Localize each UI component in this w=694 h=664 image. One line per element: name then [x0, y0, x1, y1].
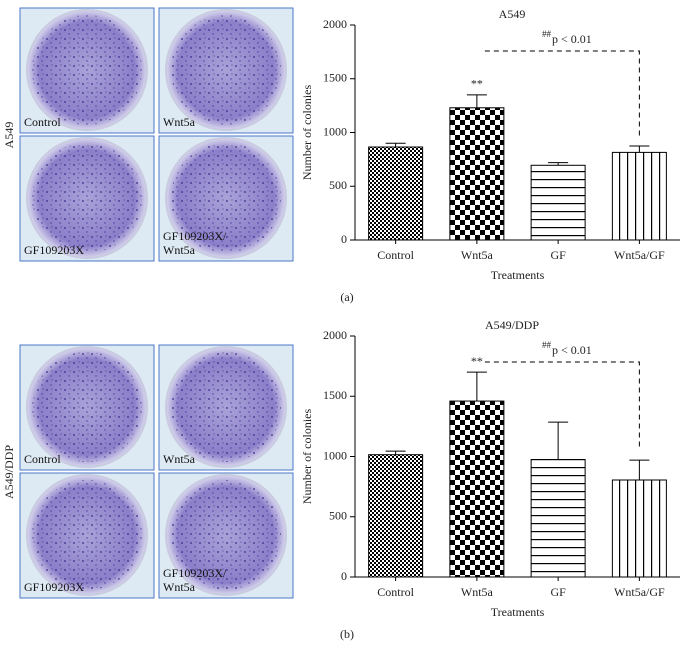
bar — [368, 454, 424, 578]
row-label: A549/DDP — [2, 445, 16, 499]
colonies — [171, 480, 281, 590]
error-bar — [629, 145, 650, 153]
bar — [368, 146, 424, 241]
photo: Wnt5a — [158, 7, 294, 134]
photo-label: Control — [24, 452, 61, 466]
bar — [449, 107, 505, 241]
colonies — [171, 352, 281, 462]
x-axis-label: Treatments — [491, 268, 545, 282]
photo: GF109203X — [19, 135, 155, 262]
colonies — [171, 15, 281, 125]
bar — [449, 400, 505, 578]
y-axis-label: Number of colonies — [300, 85, 314, 181]
y-tick-label: 500 — [329, 178, 347, 192]
photo: GF109203X — [19, 472, 155, 599]
error-bar — [548, 421, 569, 460]
caption: (b) — [340, 627, 354, 641]
photo-label: GF109203X/ — [163, 566, 227, 580]
comparison-bracket — [484, 361, 640, 451]
x-tick-label: Wnt5a/GF — [614, 248, 665, 262]
chart-title: A549 — [499, 7, 526, 21]
y-tick-label: 1500 — [323, 388, 347, 402]
error-bar — [385, 450, 406, 455]
x-tick-label: Control — [377, 248, 414, 262]
annotation: p < 0.01 — [552, 32, 592, 46]
bar — [611, 151, 667, 241]
x-tick-label: Wnt5a/GF — [614, 585, 665, 599]
chart-title: A549/DDP — [485, 318, 539, 332]
x-tick-label: Wnt5a — [461, 248, 494, 262]
colonies — [32, 480, 142, 590]
photo: Wnt5a — [158, 344, 294, 471]
error-bar — [466, 94, 487, 108]
colonies — [32, 352, 142, 462]
bar — [530, 459, 586, 578]
photo-label: GF109203X — [24, 580, 84, 594]
y-tick-label: 0 — [341, 232, 347, 246]
photo: Control — [19, 344, 155, 471]
x-tick-label: GF — [550, 585, 566, 599]
caption: (a) — [340, 290, 353, 304]
significance: ** — [471, 77, 483, 91]
bar — [611, 479, 667, 578]
y-axis-label: Number of colonies — [300, 409, 314, 505]
annotation: p < 0.01 — [552, 343, 592, 357]
photo-label: Wnt5a — [163, 115, 196, 129]
row-label: A549 — [2, 122, 16, 149]
y-tick-label: 1000 — [323, 124, 347, 138]
photo-label: GF109203X/ — [163, 229, 227, 243]
error-bar — [385, 142, 406, 148]
photo-label: GF109203X — [24, 243, 84, 257]
annotation-mark: ## — [542, 340, 552, 350]
y-tick-label: 1500 — [323, 71, 347, 85]
y-tick-label: 0 — [341, 569, 347, 583]
colonies — [32, 143, 142, 253]
photo-label: Wnt5a — [163, 452, 196, 466]
annotation-mark: ## — [542, 29, 552, 39]
colonies — [32, 15, 142, 125]
error-bar — [629, 459, 650, 480]
photo: Control — [19, 7, 155, 134]
photo-label: Wnt5a — [163, 580, 196, 594]
y-tick-label: 2000 — [323, 17, 347, 31]
bar — [530, 164, 586, 241]
y-tick-label: 2000 — [323, 328, 347, 342]
significance: ** — [471, 354, 483, 368]
colonies — [171, 143, 281, 253]
photo: GF109203X/Wnt5a — [158, 135, 294, 262]
x-tick-label: Wnt5a — [461, 585, 494, 599]
y-tick-label: 1000 — [323, 448, 347, 462]
photo: GF109203X/Wnt5a — [158, 472, 294, 599]
x-axis-label: Treatments — [491, 605, 545, 619]
y-tick-label: 500 — [329, 509, 347, 523]
error-bar — [466, 371, 487, 402]
comparison-bracket — [484, 50, 640, 136]
photo-label: Control — [24, 115, 61, 129]
photo-label: Wnt5a — [163, 243, 196, 257]
error-bar — [548, 162, 569, 166]
x-tick-label: Control — [377, 585, 414, 599]
x-tick-label: GF — [550, 248, 566, 262]
